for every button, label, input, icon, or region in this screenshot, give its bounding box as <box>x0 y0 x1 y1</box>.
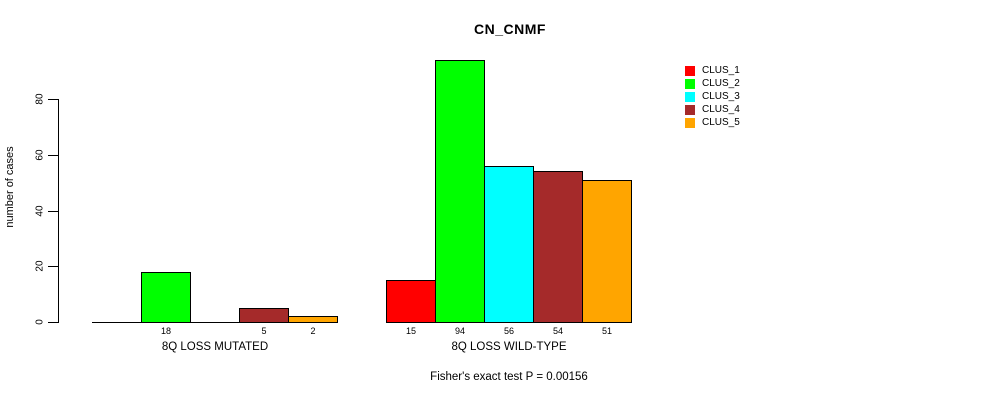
bar-clus_4 <box>239 308 289 323</box>
legend-label: CLUS_4 <box>702 104 740 115</box>
y-axis-line <box>58 99 59 323</box>
bar-value-label: 18 <box>160 326 172 336</box>
fisher-test-annotation: Fisher's exact test P = 0.00156 <box>430 371 588 383</box>
legend-swatch-icon <box>685 78 695 89</box>
y-tick-label: 40 <box>34 205 46 217</box>
legend-item: CLUS_3 <box>685 90 740 103</box>
bar-clus_5 <box>582 180 632 323</box>
legend-swatch-icon <box>685 117 695 128</box>
legend-swatch-icon <box>685 65 695 76</box>
y-tick-label: 0 <box>34 319 46 325</box>
bar-value-label: 94 <box>454 326 466 336</box>
bar-clus_5 <box>288 316 338 323</box>
legend-label: CLUS_3 <box>702 91 740 102</box>
y-tick <box>48 266 58 267</box>
legend-item: CLUS_1 <box>685 64 740 77</box>
legend-item: CLUS_5 <box>685 116 740 129</box>
bar-clus_3-zero <box>190 322 240 323</box>
bar-clus_3 <box>484 166 534 323</box>
bar-value-label: 5 <box>261 326 267 336</box>
group-label: 8Q LOSS WILD-TYPE <box>451 341 567 353</box>
bar-clus_4 <box>533 171 583 323</box>
chart-title: CN_CNMF <box>474 21 546 37</box>
legend-label: CLUS_1 <box>702 65 740 76</box>
legend-label: CLUS_5 <box>702 117 740 128</box>
legend-swatch-icon <box>685 104 695 115</box>
y-tick <box>48 211 58 212</box>
legend-label: CLUS_2 <box>702 78 740 89</box>
bar-clus_1 <box>386 280 436 323</box>
bar-value-label: 51 <box>601 326 613 336</box>
bar-value-label: 2 <box>310 326 316 336</box>
bar-clus_1-zero <box>92 322 142 323</box>
y-tick <box>48 322 58 323</box>
legend: CLUS_1 CLUS_2 CLUS_3 CLUS_4 CLUS_5 <box>685 64 740 129</box>
bar-value-label: 56 <box>503 326 515 336</box>
y-tick-label: 60 <box>34 149 46 161</box>
group-label: 8Q LOSS MUTATED <box>161 341 269 353</box>
y-tick <box>48 155 58 156</box>
legend-item: CLUS_2 <box>685 77 740 90</box>
bar-value-label: 15 <box>405 326 417 336</box>
bar-clus_2 <box>141 272 191 323</box>
bar-clus_2 <box>435 60 485 323</box>
y-tick-label: 80 <box>34 93 46 105</box>
y-tick <box>48 99 58 100</box>
legend-item: CLUS_4 <box>685 103 740 116</box>
legend-swatch-icon <box>685 91 695 102</box>
bar-value-label: 54 <box>552 326 564 336</box>
y-tick-label: 20 <box>34 260 46 272</box>
